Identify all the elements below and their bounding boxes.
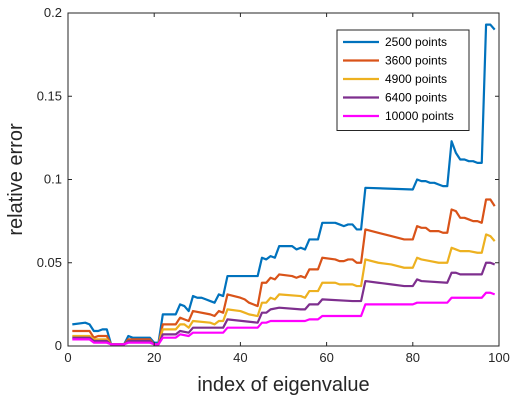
x-axis-label: index of eigenvalue: [197, 374, 369, 396]
series-line-3: [72, 233, 496, 346]
y-tick-label: 0: [55, 338, 62, 353]
legend-label: 3600 points: [385, 54, 447, 68]
x-tick-label: 80: [406, 350, 420, 365]
x-tick-label: 20: [147, 350, 161, 365]
legend-label: 10000 points: [385, 109, 454, 123]
y-tick-label: 0.2: [44, 5, 62, 20]
legend-box: [336, 29, 470, 131]
x-tick-label: 40: [233, 350, 247, 365]
x-tick-label: 60: [319, 350, 333, 365]
y-tick-label: 0.15: [37, 88, 62, 103]
legend-label: 2500 points: [385, 35, 447, 49]
y-tick-label: 0.05: [37, 255, 62, 270]
legend: 2500 points 3600 points 4900 points 6400 po…: [336, 29, 470, 131]
series-line-5: [72, 291, 496, 346]
series-lines: [72, 23, 496, 346]
y-axis-label: relative error: [5, 123, 27, 236]
tick-labels: 0 20 40 60 80 100 0 0.05 0.1 0.15 0.2: [37, 5, 510, 365]
x-tick-label: 0: [64, 350, 71, 365]
x-tick-label: 100: [488, 350, 510, 365]
legend-label: 4900 points: [385, 72, 447, 86]
legend-label: 6400 points: [385, 91, 447, 105]
y-tick-label: 0.1: [44, 172, 62, 187]
series-line-1: [72, 23, 496, 346]
